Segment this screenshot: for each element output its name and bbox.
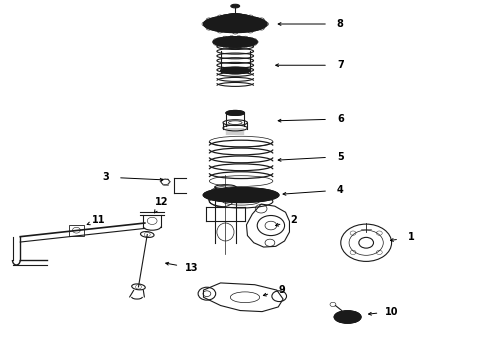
Text: 4: 4 <box>337 185 343 195</box>
Text: 5: 5 <box>337 152 343 162</box>
Text: 12: 12 <box>155 197 169 207</box>
Text: 9: 9 <box>278 285 285 295</box>
Ellipse shape <box>220 67 250 74</box>
Text: 8: 8 <box>337 19 343 29</box>
Text: 11: 11 <box>92 215 105 225</box>
Ellipse shape <box>216 14 255 27</box>
Ellipse shape <box>226 111 245 116</box>
Text: 6: 6 <box>337 114 343 124</box>
Text: 1: 1 <box>408 232 415 242</box>
Text: 13: 13 <box>185 263 198 273</box>
Ellipse shape <box>203 15 267 33</box>
Ellipse shape <box>231 4 240 8</box>
Ellipse shape <box>334 311 361 323</box>
Text: 7: 7 <box>337 60 343 70</box>
Text: 10: 10 <box>385 307 398 316</box>
Text: 3: 3 <box>102 172 109 182</box>
Text: 2: 2 <box>291 215 297 225</box>
Ellipse shape <box>203 188 279 203</box>
Bar <box>69 225 84 235</box>
Ellipse shape <box>213 37 257 47</box>
Ellipse shape <box>230 14 240 18</box>
